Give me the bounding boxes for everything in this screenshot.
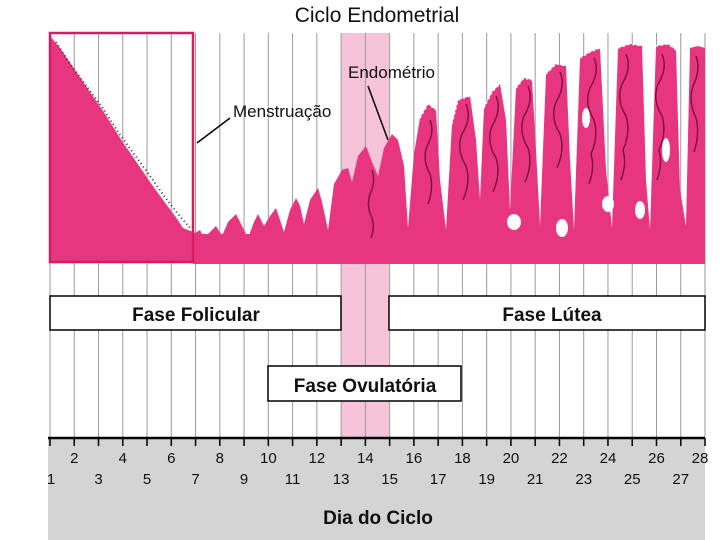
endometrium-surface xyxy=(193,44,705,238)
menstruation-label: Menstruação xyxy=(233,102,331,121)
day-label: 16 xyxy=(406,450,423,467)
day-label: 19 xyxy=(478,471,495,488)
menstruation-wedge xyxy=(50,36,193,262)
day-label: 25 xyxy=(624,471,641,488)
gland-cavity xyxy=(635,201,645,219)
day-label: 14 xyxy=(357,450,374,467)
luteal-phase-bar xyxy=(388,295,706,331)
day-label: 26 xyxy=(648,450,665,467)
day-label: 17 xyxy=(430,471,447,488)
day-label: 11 xyxy=(285,471,301,488)
menstruation-pointer xyxy=(196,117,231,144)
endometrium-pointer xyxy=(367,85,389,141)
day-label: 4 xyxy=(119,450,127,467)
gland-cavity xyxy=(582,108,590,128)
day-label: 13 xyxy=(333,471,350,488)
day-label: 22 xyxy=(551,450,568,467)
day-label: 10 xyxy=(260,450,277,467)
follicular-phase-label: Fase Folicular xyxy=(132,305,260,326)
day-label: 15 xyxy=(381,471,398,488)
day-label: 6 xyxy=(167,450,175,467)
endometrium-label: Endométrio xyxy=(348,63,435,82)
day-label: 24 xyxy=(600,450,617,467)
day-label: 3 xyxy=(94,471,102,488)
endometrium-tissue xyxy=(50,36,705,264)
luteal-phase-label: Fase Lútea xyxy=(502,305,602,326)
gland-cavity xyxy=(507,214,521,230)
day-label: 18 xyxy=(454,450,471,467)
day-axis-band xyxy=(48,437,705,540)
day-label: 23 xyxy=(575,471,592,488)
gland-cavity xyxy=(602,196,614,212)
ovulatory-phase-label: Fase Ovulatória xyxy=(294,376,437,397)
day-label: 21 xyxy=(527,471,544,488)
day-labels: 1234567891011121314151617181920212223242… xyxy=(47,450,709,488)
endometrium-base xyxy=(193,234,705,264)
day-label: 9 xyxy=(240,471,248,488)
ovulatory-phase-bar xyxy=(267,365,462,402)
diagram-title: Ciclo Endometrial xyxy=(295,4,460,27)
day-label: 27 xyxy=(672,471,689,488)
gland-cavity xyxy=(556,219,568,237)
day-label: 8 xyxy=(216,450,224,467)
gland-cavity xyxy=(662,138,670,162)
day-label: 12 xyxy=(309,450,326,467)
day-label: 28 xyxy=(692,450,709,467)
day-label: 5 xyxy=(143,471,151,488)
menstruation-frame xyxy=(48,31,195,264)
gland-outline xyxy=(419,43,677,125)
axis-title: Dia do Ciclo xyxy=(323,508,433,529)
day-label: 7 xyxy=(191,471,199,488)
day-label: 20 xyxy=(503,450,520,467)
day-label: 2 xyxy=(70,450,78,467)
follicular-phase-bar xyxy=(49,295,342,331)
day-label: 1 xyxy=(47,471,55,488)
gland-cavities xyxy=(507,108,670,237)
gland-lines xyxy=(367,53,699,239)
day-ticks xyxy=(49,438,706,446)
